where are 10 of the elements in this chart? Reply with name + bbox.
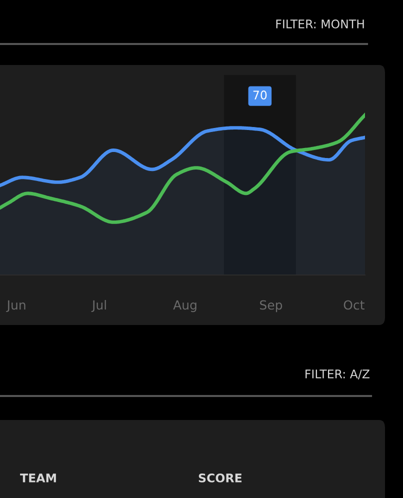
- x-tick-label: Oct: [344, 300, 364, 310]
- text: FILTER: A/Z: [306, 370, 370, 380]
- x-tick-label: Jul: [91, 300, 106, 312]
- text: FILTER: MONTH: [276, 19, 364, 28]
- annotation: 70: [253, 90, 267, 100]
- x-tick-label: Aug: [173, 300, 196, 312]
- text: TEAM: [20, 474, 56, 482]
- text: SCORE: [198, 473, 242, 482]
- x-tick-label: Sep: [260, 300, 282, 312]
- x-tick-label: Jun: [6, 300, 26, 312]
